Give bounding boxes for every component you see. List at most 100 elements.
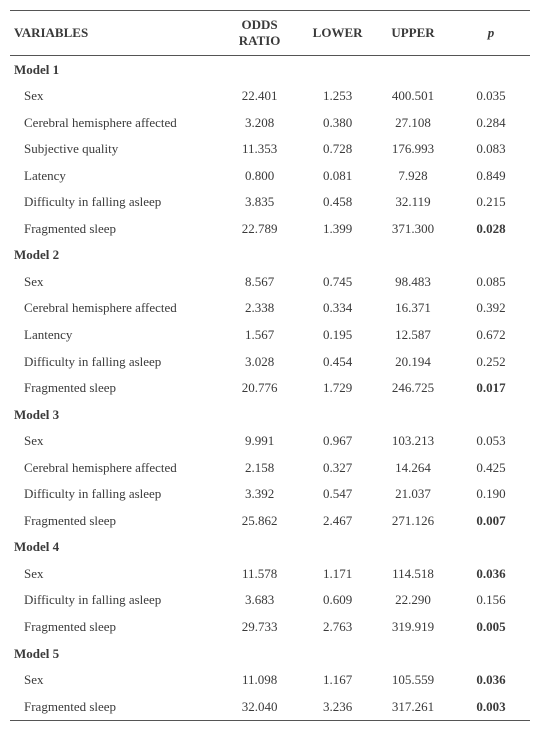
upper-cell: 246.725 bbox=[374, 375, 452, 402]
p-cell: 0.215 bbox=[452, 189, 530, 216]
variable-cell: Difficulty in falling asleep bbox=[10, 587, 218, 614]
lower-cell: 0.195 bbox=[301, 321, 374, 348]
p-cell: 0.007 bbox=[452, 507, 530, 534]
odds-ratio-cell: 2.158 bbox=[218, 454, 301, 481]
lower-cell: 1.171 bbox=[301, 560, 374, 587]
odds-ratio-cell: 2.338 bbox=[218, 295, 301, 322]
variable-cell: Latency bbox=[10, 162, 218, 189]
upper-cell: 105.559 bbox=[374, 667, 452, 694]
upper-cell: 27.108 bbox=[374, 109, 452, 136]
upper-cell: 176.993 bbox=[374, 136, 452, 163]
lower-cell: 0.547 bbox=[301, 481, 374, 508]
p-cell: 0.425 bbox=[452, 454, 530, 481]
upper-cell: 12.587 bbox=[374, 321, 452, 348]
variable-cell: Lantency bbox=[10, 321, 218, 348]
regression-table: VARIABLES ODDS RATIO LOWER UPPER p Model… bbox=[10, 10, 530, 721]
upper-cell: 16.371 bbox=[374, 295, 452, 322]
p-cell: 0.392 bbox=[452, 295, 530, 322]
p-cell: 0.053 bbox=[452, 428, 530, 455]
p-cell: 0.028 bbox=[452, 215, 530, 242]
table-row: Cerebral hemisphere affected2.1580.32714… bbox=[10, 454, 530, 481]
odds-ratio-cell: 0.800 bbox=[218, 162, 301, 189]
table-row: Sex8.5670.74598.4830.085 bbox=[10, 268, 530, 295]
header-row: VARIABLES ODDS RATIO LOWER UPPER p bbox=[10, 11, 530, 56]
lower-cell: 0.745 bbox=[301, 268, 374, 295]
model-label: Model 2 bbox=[10, 242, 530, 269]
lower-cell: 0.380 bbox=[301, 109, 374, 136]
table-row: Latency0.8000.0817.9280.849 bbox=[10, 162, 530, 189]
upper-cell: 400.501 bbox=[374, 83, 452, 110]
odds-ratio-cell: 3.392 bbox=[218, 481, 301, 508]
model-row: Model 4 bbox=[10, 534, 530, 561]
table-row: Sex11.5781.171114.5180.036 bbox=[10, 560, 530, 587]
lower-cell: 0.609 bbox=[301, 587, 374, 614]
p-cell: 0.190 bbox=[452, 481, 530, 508]
variable-cell: Fragmented sleep bbox=[10, 507, 218, 534]
variable-cell: Sex bbox=[10, 83, 218, 110]
lower-cell: 0.967 bbox=[301, 428, 374, 455]
table-row: Cerebral hemisphere affected2.3380.33416… bbox=[10, 295, 530, 322]
table-row: Difficulty in falling asleep3.3920.54721… bbox=[10, 481, 530, 508]
p-cell: 0.017 bbox=[452, 375, 530, 402]
upper-cell: 317.261 bbox=[374, 693, 452, 720]
upper-cell: 22.290 bbox=[374, 587, 452, 614]
p-cell: 0.085 bbox=[452, 268, 530, 295]
table-row: Sex22.4011.253400.5010.035 bbox=[10, 83, 530, 110]
lower-cell: 0.081 bbox=[301, 162, 374, 189]
odds-ratio-cell: 11.098 bbox=[218, 667, 301, 694]
col-odds-ratio: ODDS RATIO bbox=[218, 11, 301, 56]
col-p: p bbox=[452, 11, 530, 56]
odds-ratio-cell: 25.862 bbox=[218, 507, 301, 534]
upper-cell: 20.194 bbox=[374, 348, 452, 375]
variable-cell: Cerebral hemisphere affected bbox=[10, 295, 218, 322]
upper-cell: 319.919 bbox=[374, 613, 452, 640]
table-row: Difficulty in falling asleep3.8350.45832… bbox=[10, 189, 530, 216]
col-upper: UPPER bbox=[374, 11, 452, 56]
table-row: Difficulty in falling asleep3.0280.45420… bbox=[10, 348, 530, 375]
variable-cell: Cerebral hemisphere affected bbox=[10, 454, 218, 481]
model-label: Model 1 bbox=[10, 56, 530, 83]
variable-cell: Sex bbox=[10, 560, 218, 587]
odds-ratio-cell: 3.208 bbox=[218, 109, 301, 136]
variable-cell: Cerebral hemisphere affected bbox=[10, 109, 218, 136]
p-cell: 0.005 bbox=[452, 613, 530, 640]
p-cell: 0.036 bbox=[452, 560, 530, 587]
variable-cell: Fragmented sleep bbox=[10, 693, 218, 720]
table-row: Sex11.0981.167105.5590.036 bbox=[10, 667, 530, 694]
upper-cell: 114.518 bbox=[374, 560, 452, 587]
variable-cell: Difficulty in falling asleep bbox=[10, 189, 218, 216]
odds-ratio-cell: 22.789 bbox=[218, 215, 301, 242]
p-cell: 0.035 bbox=[452, 83, 530, 110]
lower-cell: 1.399 bbox=[301, 215, 374, 242]
odds-ratio-cell: 8.567 bbox=[218, 268, 301, 295]
p-cell: 0.284 bbox=[452, 109, 530, 136]
model-label: Model 5 bbox=[10, 640, 530, 667]
upper-cell: 14.264 bbox=[374, 454, 452, 481]
variable-cell: Fragmented sleep bbox=[10, 613, 218, 640]
lower-cell: 1.167 bbox=[301, 667, 374, 694]
odds-ratio-cell: 3.028 bbox=[218, 348, 301, 375]
upper-cell: 98.483 bbox=[374, 268, 452, 295]
table-row: Difficulty in falling asleep3.6830.60922… bbox=[10, 587, 530, 614]
lower-cell: 3.236 bbox=[301, 693, 374, 720]
odds-ratio-cell: 20.776 bbox=[218, 375, 301, 402]
lower-cell: 0.454 bbox=[301, 348, 374, 375]
model-row: Model 5 bbox=[10, 640, 530, 667]
variable-cell: Fragmented sleep bbox=[10, 375, 218, 402]
lower-cell: 0.458 bbox=[301, 189, 374, 216]
variable-cell: Difficulty in falling asleep bbox=[10, 348, 218, 375]
upper-cell: 32.119 bbox=[374, 189, 452, 216]
odds-ratio-cell: 3.835 bbox=[218, 189, 301, 216]
variable-cell: Subjective quality bbox=[10, 136, 218, 163]
upper-cell: 103.213 bbox=[374, 428, 452, 455]
odds-ratio-cell: 32.040 bbox=[218, 693, 301, 720]
table-row: Fragmented sleep22.7891.399371.3000.028 bbox=[10, 215, 530, 242]
variable-cell: Fragmented sleep bbox=[10, 215, 218, 242]
col-lower: LOWER bbox=[301, 11, 374, 56]
table-row: Fragmented sleep20.7761.729246.7250.017 bbox=[10, 375, 530, 402]
odds-ratio-cell: 3.683 bbox=[218, 587, 301, 614]
p-cell: 0.156 bbox=[452, 587, 530, 614]
variable-cell: Difficulty in falling asleep bbox=[10, 481, 218, 508]
odds-ratio-cell: 29.733 bbox=[218, 613, 301, 640]
model-row: Model 2 bbox=[10, 242, 530, 269]
